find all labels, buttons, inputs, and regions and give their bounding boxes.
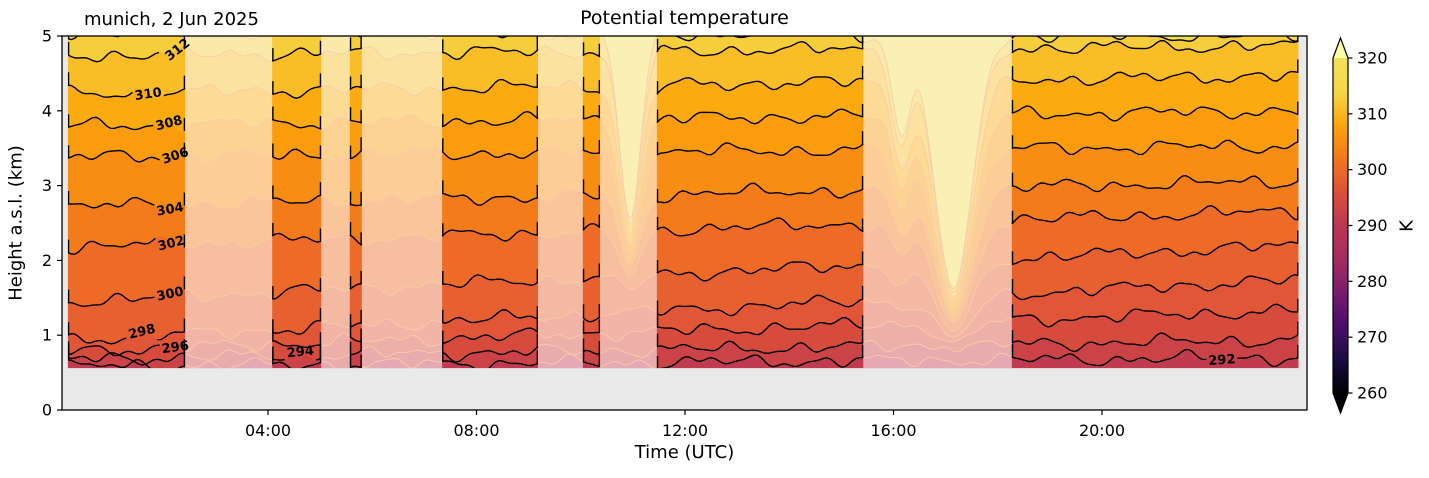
y-tick-label: 1 — [42, 326, 52, 345]
y-tick-label: 2 — [42, 251, 52, 270]
x-tick-label: 08:00 — [453, 421, 499, 440]
contour-label-310: 310 — [134, 85, 163, 104]
colorbar-tick-label: 310 — [1357, 104, 1388, 123]
colorbar-tick-label: 300 — [1357, 160, 1388, 179]
masked-band-overlay — [321, 36, 350, 369]
below-ground-band — [62, 368, 1307, 410]
contour-label-304: 304 — [156, 200, 185, 219]
y-tick-label: 0 — [42, 401, 52, 420]
no-data-right — [1298, 36, 1307, 410]
colorbar-tick-label: 320 — [1357, 49, 1388, 68]
masked-band-overlay — [863, 36, 1012, 369]
x-tick-label: 16:00 — [870, 421, 916, 440]
masked-band-overlay — [538, 36, 583, 369]
x-axis-label: Time (UTC) — [634, 442, 735, 463]
contour-label-296: 296 — [161, 339, 190, 358]
colorbar: 260 270 280 290 300 310 320 — [1332, 36, 1388, 415]
y-tick-label: 5 — [42, 27, 52, 46]
colorbar-tick-label: 290 — [1357, 216, 1388, 235]
station-date-annotation: munich, 2 Jun 2025 — [84, 9, 259, 30]
masked-band-overlay — [600, 36, 657, 369]
x-tick-label: 12:00 — [662, 421, 708, 440]
colorbar-over-arrow — [1333, 38, 1348, 58]
colorbar-tick-label: 260 — [1357, 384, 1388, 403]
axes: 04:00 08:00 12:00 16:00 20:00 0 1 2 3 4 5 — [42, 27, 1308, 440]
y-tick-label: 3 — [42, 176, 52, 195]
colorbar-gradient — [1333, 58, 1348, 393]
colorbar-unit-label: K — [1396, 220, 1418, 232]
contour-label-298: 298 — [127, 322, 157, 343]
contour-lines — [67, 36, 1299, 374]
contour-label-302: 302 — [156, 233, 186, 254]
chart-title: Potential temperature — [580, 7, 789, 29]
y-axis-label: Height a.s.l. (km) — [5, 145, 27, 301]
contour-label-292: 292 — [1208, 352, 1236, 369]
contour-label-300: 300 — [155, 284, 185, 304]
y-tick-label: 4 — [42, 101, 52, 120]
contour-label-294: 294 — [286, 344, 315, 362]
colorbar-under-arrow — [1333, 393, 1348, 413]
masked-band-overlay — [185, 36, 273, 369]
contour-label-308: 308 — [154, 113, 184, 134]
x-tick-label: 20:00 — [1079, 421, 1125, 440]
colorbar-tick-label: 280 — [1357, 272, 1388, 291]
x-tick-label: 04:00 — [245, 421, 291, 440]
no-data-left — [62, 36, 68, 410]
colorbar-tick-label: 270 — [1357, 328, 1388, 347]
masked-band-overlay — [361, 36, 443, 369]
